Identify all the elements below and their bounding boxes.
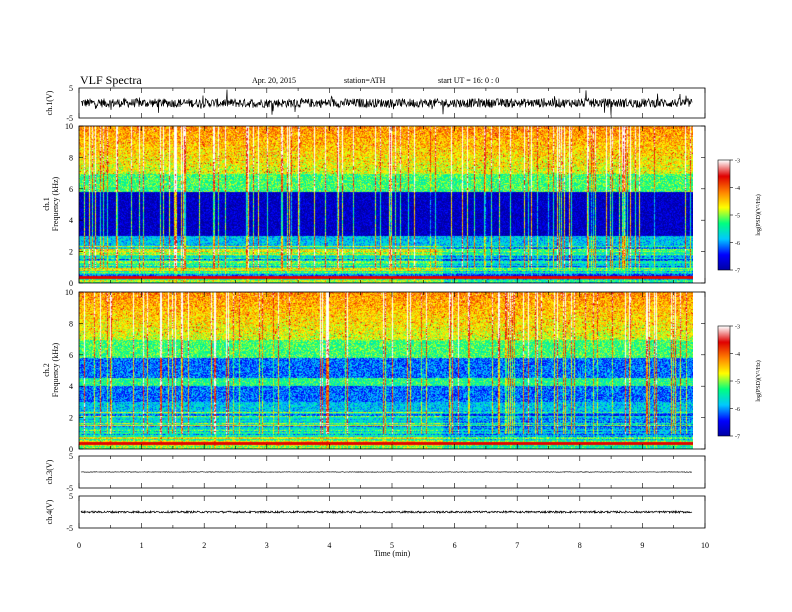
ch1-freq-tick-label: 6 [69, 185, 73, 194]
colorbar-tick-label: -5 [735, 214, 740, 220]
ch2-colorbar: -3 -4 -5 -6 -7 log(PSD)(V²/Hz) [717, 325, 762, 441]
x-tick-label: 1 [140, 541, 144, 550]
ch1-waveform-panel: 5 -5 ch.1(V) [45, 84, 706, 123]
x-tick-label: 4 [327, 541, 331, 550]
ch1-spectrogram-ylabel: Frequency (kHz) [51, 176, 60, 231]
x-tick-label: 2 [202, 541, 206, 550]
colorbar-tick-label: -7 [735, 269, 740, 275]
ch1-colorbar-gradient [718, 160, 730, 270]
ch1-ytick-bottom: -5 [66, 114, 73, 123]
ch2-spectrogram-chlabel: ch.2 [42, 363, 51, 377]
ch1-freq-tick-label: 10 [65, 122, 73, 131]
ch1-freq-tick-label: 2 [69, 248, 73, 257]
ch2-freq-tick-label: 4 [69, 382, 73, 391]
ch4-waveform-panel: 5 -5 ch.4(V) [45, 492, 706, 533]
ch1-colorbar: -3 -4 -5 -6 -7 log(PSD)(V²/Hz) [717, 159, 762, 275]
x-tick-label: 0 [77, 541, 81, 550]
date-label: Apr. 20, 2015 [252, 76, 296, 85]
colorbar-tick-label: -7 [735, 435, 740, 441]
ch2-freq-tick-label: 10 [65, 288, 73, 297]
x-tick-label: 8 [578, 541, 582, 550]
ch2-freq-tick-label: 6 [69, 351, 73, 360]
ch2-colorbar-label: log(PSD)(V²/Hz) [755, 360, 762, 401]
colorbar-tick-label: -5 [735, 380, 740, 386]
ch3-waveform-trace [80, 471, 693, 473]
x-tick-label: 9 [640, 541, 644, 550]
ch4-ylabel: ch.4(V) [45, 499, 54, 524]
colorbar-tick-label: -4 [735, 186, 740, 192]
x-tick-label: 10 [701, 541, 709, 550]
x-tick-label: 5 [390, 541, 394, 550]
time-tick-marks [78, 88, 706, 528]
ch4-ytick-top: 5 [69, 492, 73, 501]
ch2-spectrogram-panel: 10 8 6 4 2 0 Frequency (kHz) ch.2 [42, 288, 706, 454]
ch3-ytick-bottom: -5 [66, 484, 73, 493]
ch1-freq-tick-label: 8 [69, 153, 73, 162]
colorbar-tick-label: -3 [735, 325, 740, 331]
ch4-waveform-trace [80, 509, 693, 515]
ch1-waveform-trace [80, 89, 693, 116]
colorbar-tick-label: -6 [735, 407, 740, 413]
x-tick-label: 6 [453, 541, 457, 550]
colorbar-tick-label: -6 [735, 241, 740, 247]
ch2-freq-tick-label: 2 [69, 414, 73, 423]
figure-title: VLF Spectra [80, 73, 142, 87]
station-label: station=ATH [344, 76, 386, 85]
colorbar-tick-label: -3 [735, 159, 740, 165]
ch1-colorbar-label: log(PSD)(V²/Hz) [755, 194, 762, 235]
ch1-freq-tick-label: 0 [69, 279, 73, 288]
ch4-ytick-bottom: -5 [66, 524, 73, 533]
ch1-ytick-top: 5 [69, 84, 73, 93]
ch2-freq-tick-label: 8 [69, 319, 73, 328]
start-time-label: start UT = 16: 0 : 0 [438, 76, 499, 85]
x-axis-tick-labels: 0 1 2 3 4 5 6 7 8 9 10 [77, 541, 709, 550]
ch1-freq-tick-label: 4 [69, 216, 73, 225]
ch1-spectrogram-image [79, 126, 693, 283]
ch2-colorbar-gradient [718, 326, 730, 436]
ch3-ylabel: ch.3(V) [45, 459, 54, 484]
ch1-spectrogram-chlabel: ch.1 [42, 197, 51, 211]
x-axis-label: Time (min) [374, 549, 411, 558]
colorbar-tick-label: -4 [735, 352, 740, 358]
ch2-spectrogram-image [79, 292, 693, 449]
ch2-spectrogram-ylabel: Frequency (kHz) [51, 342, 60, 397]
x-tick-label: 7 [515, 541, 519, 550]
ch1-spectrogram-panel: 10 8 6 4 2 0 Frequency (kHz) ch.1 [42, 122, 706, 288]
ch3-ytick-top: 5 [69, 452, 73, 461]
ch1-ylabel: ch.1(V) [45, 90, 54, 115]
ch3-waveform-panel: 5 -5 ch.3(V) [45, 452, 706, 493]
ch2-freq-tick-label: 0 [69, 445, 73, 454]
x-tick-label: 3 [265, 541, 269, 550]
